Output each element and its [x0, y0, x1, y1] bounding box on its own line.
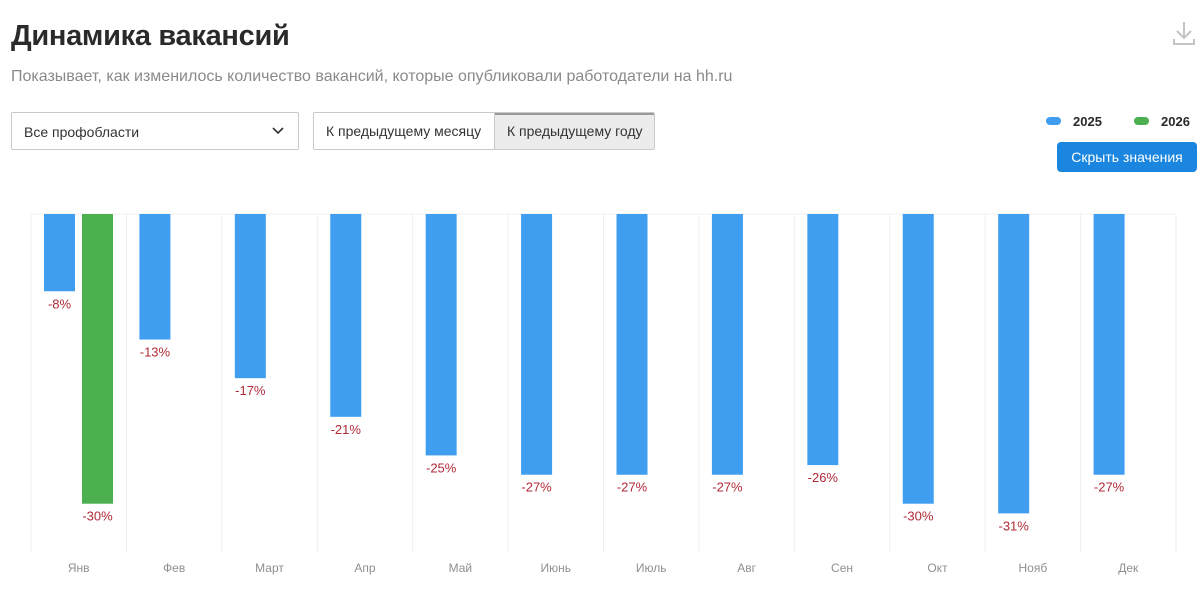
- bar-2025-Фев[interactable]: [139, 214, 171, 340]
- page-title: Динамика вакансий: [11, 20, 290, 52]
- data-label: -27%: [617, 480, 648, 495]
- bar-2025-Апр[interactable]: [330, 214, 362, 417]
- x-tick-label: Нояб: [1019, 561, 1048, 575]
- chevron-down-icon: [272, 127, 284, 135]
- bar-2025-Нояб[interactable]: [998, 214, 1030, 514]
- x-tick-label: Янв: [68, 561, 90, 575]
- hide-values-button[interactable]: Скрыть значения: [1057, 142, 1197, 172]
- compare-toggle: К предыдущему месяцу К предыдущему году: [313, 112, 655, 150]
- legend-item-2026[interactable]: 2026: [1134, 113, 1190, 129]
- x-tick-label: Май: [449, 561, 473, 575]
- bar-2025-Март[interactable]: [234, 214, 266, 379]
- x-tick-label: Июль: [636, 561, 667, 575]
- x-tick-label: Июнь: [541, 561, 572, 575]
- data-label: -26%: [808, 470, 839, 485]
- x-tick-label: Окт: [927, 561, 948, 575]
- download-icon[interactable]: [1172, 20, 1196, 46]
- bar-2025-Июль[interactable]: [616, 214, 648, 475]
- chart-svg: -8% -13% -17% -21% -25% -27% -27% -27% -26% -30% -…: [30, 213, 1177, 575]
- bar-2025-Май[interactable]: [425, 214, 457, 456]
- data-label: -27%: [521, 480, 552, 495]
- bar-2025-Сен[interactable]: [807, 214, 839, 466]
- legend-label-2026: 2026: [1161, 113, 1190, 129]
- data-label: -30%: [82, 509, 113, 524]
- profarea-select-value: Все профобласти: [24, 124, 140, 140]
- data-label: -31%: [998, 518, 1029, 533]
- bar-2025-Авг[interactable]: [711, 214, 743, 475]
- x-tick-label: Сен: [831, 561, 853, 575]
- bar-2025-Дек[interactable]: [1093, 214, 1125, 475]
- x-tick-label: Дек: [1118, 561, 1139, 575]
- data-label: -13%: [140, 345, 171, 360]
- legend-swatch-2026: [1134, 117, 1149, 125]
- data-label: -27%: [712, 480, 743, 495]
- data-label: -30%: [903, 509, 934, 524]
- legend-label-2025: 2025: [1073, 113, 1102, 129]
- profarea-select[interactable]: Все профобласти: [11, 112, 299, 150]
- x-tick-label: Март: [255, 561, 284, 575]
- compare-option-year[interactable]: К предыдущему году: [494, 113, 654, 149]
- data-label: -25%: [426, 460, 457, 475]
- x-tick-label: Авг: [737, 561, 756, 575]
- x-tick-label: Фев: [163, 561, 185, 575]
- legend-swatch-2025: [1046, 117, 1061, 125]
- chart: -8% -13% -17% -21% -25% -27% -27% -27% -26% -30% -…: [0, 190, 1200, 595]
- data-label: -27%: [1094, 480, 1125, 495]
- bar-2025-Янв[interactable]: [44, 214, 75, 292]
- compare-option-month[interactable]: К предыдущему месяцу: [314, 113, 494, 149]
- data-label: -17%: [235, 383, 266, 398]
- bar-2025-Июнь[interactable]: [521, 214, 553, 475]
- bar-2025-Окт[interactable]: [902, 214, 934, 504]
- bar-2026-Янв[interactable]: [82, 214, 113, 504]
- x-tick-label: Апр: [354, 561, 376, 575]
- page-subtitle: Показывает, как изменилось количество ва…: [11, 68, 733, 85]
- data-label: -21%: [331, 422, 362, 437]
- legend-item-2025[interactable]: 2025: [1046, 113, 1102, 129]
- data-label: -8%: [48, 296, 72, 311]
